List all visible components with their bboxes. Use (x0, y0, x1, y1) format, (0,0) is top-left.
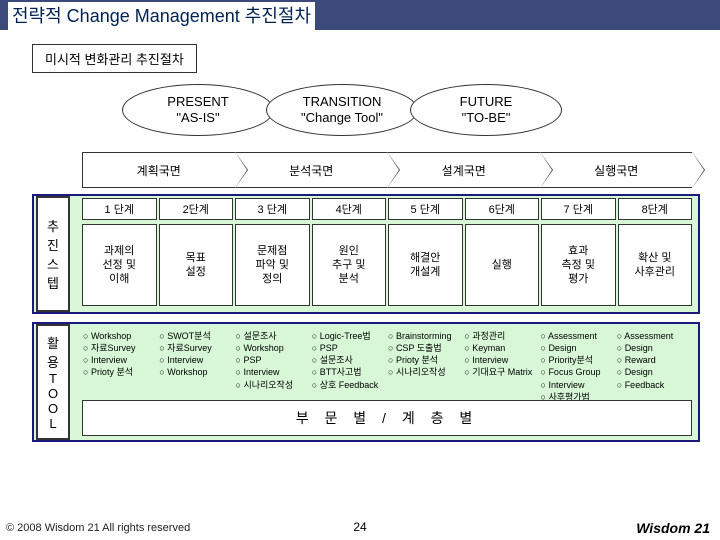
tool-item: Assessment (617, 330, 691, 342)
stage-execute: 실행국면 (540, 152, 693, 188)
step-cell: 3 단계 (235, 198, 310, 220)
vlabel-char: T (49, 371, 57, 386)
ellipse-line1: FUTURE (460, 94, 513, 110)
tool-col-3: 설문조사 Workshop PSP Interview 시나리오작성 (235, 328, 311, 405)
step-cell: 7 단계 (541, 198, 616, 220)
tool-grid: Workshop 자료Survey Interview Prioty 분석 SW… (82, 328, 692, 405)
tool-col-5: Brainstorming CSP 도출법 Prioty 분석 시나리오작성 (387, 328, 463, 405)
tool-item: 상호 Feedback (312, 379, 386, 391)
ellipse-line2: "TO-BE" (462, 110, 511, 126)
tool-col-4: Logic-Tree법 PSP 설문조사 BTT사고법 상호 Feedback (311, 328, 387, 405)
footer-page-number: 24 (353, 520, 366, 534)
stage-plan: 계획국면 (82, 152, 235, 188)
ellipse-row: PRESENT "AS-IS" TRANSITION "Change Tool"… (122, 84, 554, 136)
step-cell: 5 단계 (388, 198, 463, 220)
tool-item: Feedback (617, 379, 691, 391)
vlabel-steps: 추 진 스 텝 (36, 196, 70, 312)
tool-item: Interview (236, 366, 310, 378)
tool-item: Design (541, 342, 615, 354)
tool-item: BTT사고법 (312, 366, 386, 378)
step-number-row: 1 단계 2단계 3 단계 4단계 5 단계 6단계 7 단계 8단계 (82, 198, 692, 220)
vlabel-char: 텝 (47, 273, 59, 292)
desc-cell: 과제의선정 및이해 (82, 224, 157, 306)
vlabel-tools: 활 용 T O O L (36, 324, 70, 440)
tool-item: Interview (83, 354, 157, 366)
ellipse-line1: TRANSITION (303, 94, 382, 110)
tool-item: 과정관리 (464, 330, 538, 342)
tool-item: 시나리오작성 (388, 366, 462, 378)
footer-brand: Wisdom 21 (636, 520, 710, 536)
step-cell: 1 단계 (82, 198, 157, 220)
tool-item: Design (617, 366, 691, 378)
footer-copyright: © 2008 Wisdom 21 All rights reserved (6, 522, 190, 534)
tool-item: SWOT분석 (159, 330, 233, 342)
tool-item: 시나리오작성 (236, 379, 310, 391)
tool-item: Prioty 분석 (388, 354, 462, 366)
step-cell: 8단계 (618, 198, 693, 220)
stage-design: 설계국면 (387, 152, 540, 188)
step-cell: 6단계 (465, 198, 540, 220)
tool-item: Logic-Tree법 (312, 330, 386, 342)
ellipse-line2: "Change Tool" (301, 110, 383, 126)
desc-cell: 효과측정 및평가 (541, 224, 616, 306)
ellipse-transition: TRANSITION "Change Tool" (266, 84, 418, 136)
tool-item: Prioty 분석 (83, 366, 157, 378)
ellipse-future: FUTURE "TO-BE" (410, 84, 562, 136)
desc-cell: 목표설정 (159, 224, 234, 306)
tool-item: Workshop (83, 330, 157, 342)
step-cell: 4단계 (312, 198, 387, 220)
vlabel-char: 활 (47, 333, 59, 352)
tool-item: PSP (236, 354, 310, 366)
tool-item: PSP (312, 342, 386, 354)
stage-analyze: 분석국면 (235, 152, 388, 188)
desc-cell: 원인추구 및분석 (312, 224, 387, 306)
tool-col-8: Assessment Design Reward Design Feedback (616, 328, 692, 405)
tool-item: Focus Group (541, 366, 615, 378)
vlabel-char: O (48, 386, 58, 401)
tool-item: Brainstorming (388, 330, 462, 342)
tool-col-1: Workshop 자료Survey Interview Prioty 분석 (82, 328, 158, 405)
tool-item: 자료Survey (83, 342, 157, 354)
vlabel-char: 스 (47, 254, 59, 273)
step-cell: 2단계 (159, 198, 234, 220)
tool-item: 설문조사 (236, 330, 310, 342)
tool-col-7: Assessment Design Priority분석 Focus Group… (540, 328, 616, 405)
ellipse-line1: PRESENT (167, 94, 228, 110)
tool-item: 자료Survey (159, 342, 233, 354)
desc-cell: 해결안개설계 (388, 224, 463, 306)
desc-cell: 확산 및사후관리 (618, 224, 693, 306)
vlabel-char: 용 (47, 352, 59, 371)
vlabel-char: 추 (47, 216, 59, 235)
tool-item: CSP 도출법 (388, 342, 462, 354)
tool-item: Workshop (236, 342, 310, 354)
ellipse-line2: "AS-IS" (176, 110, 219, 126)
step-desc-row: 과제의선정 및이해 목표설정 문제점파악 및정의 원인추구 및분석 해결안개설계… (82, 224, 692, 306)
stage-arrow-row: 계획국면 분석국면 설계국면 실행국면 (82, 152, 692, 188)
desc-cell: 실행 (465, 224, 540, 306)
subtitle-box: 미시적 변화관리 추진절차 (32, 44, 197, 73)
page-title: 전략적 Change Management 추진절차 (8, 2, 315, 30)
tool-item: Interview (541, 379, 615, 391)
tool-item: Assessment (541, 330, 615, 342)
department-bar: 부 문 별 / 계 층 별 (82, 400, 692, 436)
tool-item: Design (617, 342, 691, 354)
ellipse-present: PRESENT "AS-IS" (122, 84, 274, 136)
tool-item: Keyman (464, 342, 538, 354)
tool-item: 기대요구 Matrix (464, 366, 538, 378)
tool-item: Interview (464, 354, 538, 366)
vlabel-char: L (49, 416, 56, 431)
desc-cell: 문제점파악 및정의 (235, 224, 310, 306)
tool-item: Interview (159, 354, 233, 366)
tool-col-6: 과정관리 Keyman Interview 기대요구 Matrix (463, 328, 539, 405)
vlabel-char: 진 (47, 235, 59, 254)
tool-col-2: SWOT분석 자료Survey Interview Workshop (158, 328, 234, 405)
tool-item: Workshop (159, 366, 233, 378)
tool-item: 설문조사 (312, 354, 386, 366)
tool-item: Reward (617, 354, 691, 366)
tool-item: Priority분석 (541, 354, 615, 366)
vlabel-char: O (48, 401, 58, 416)
